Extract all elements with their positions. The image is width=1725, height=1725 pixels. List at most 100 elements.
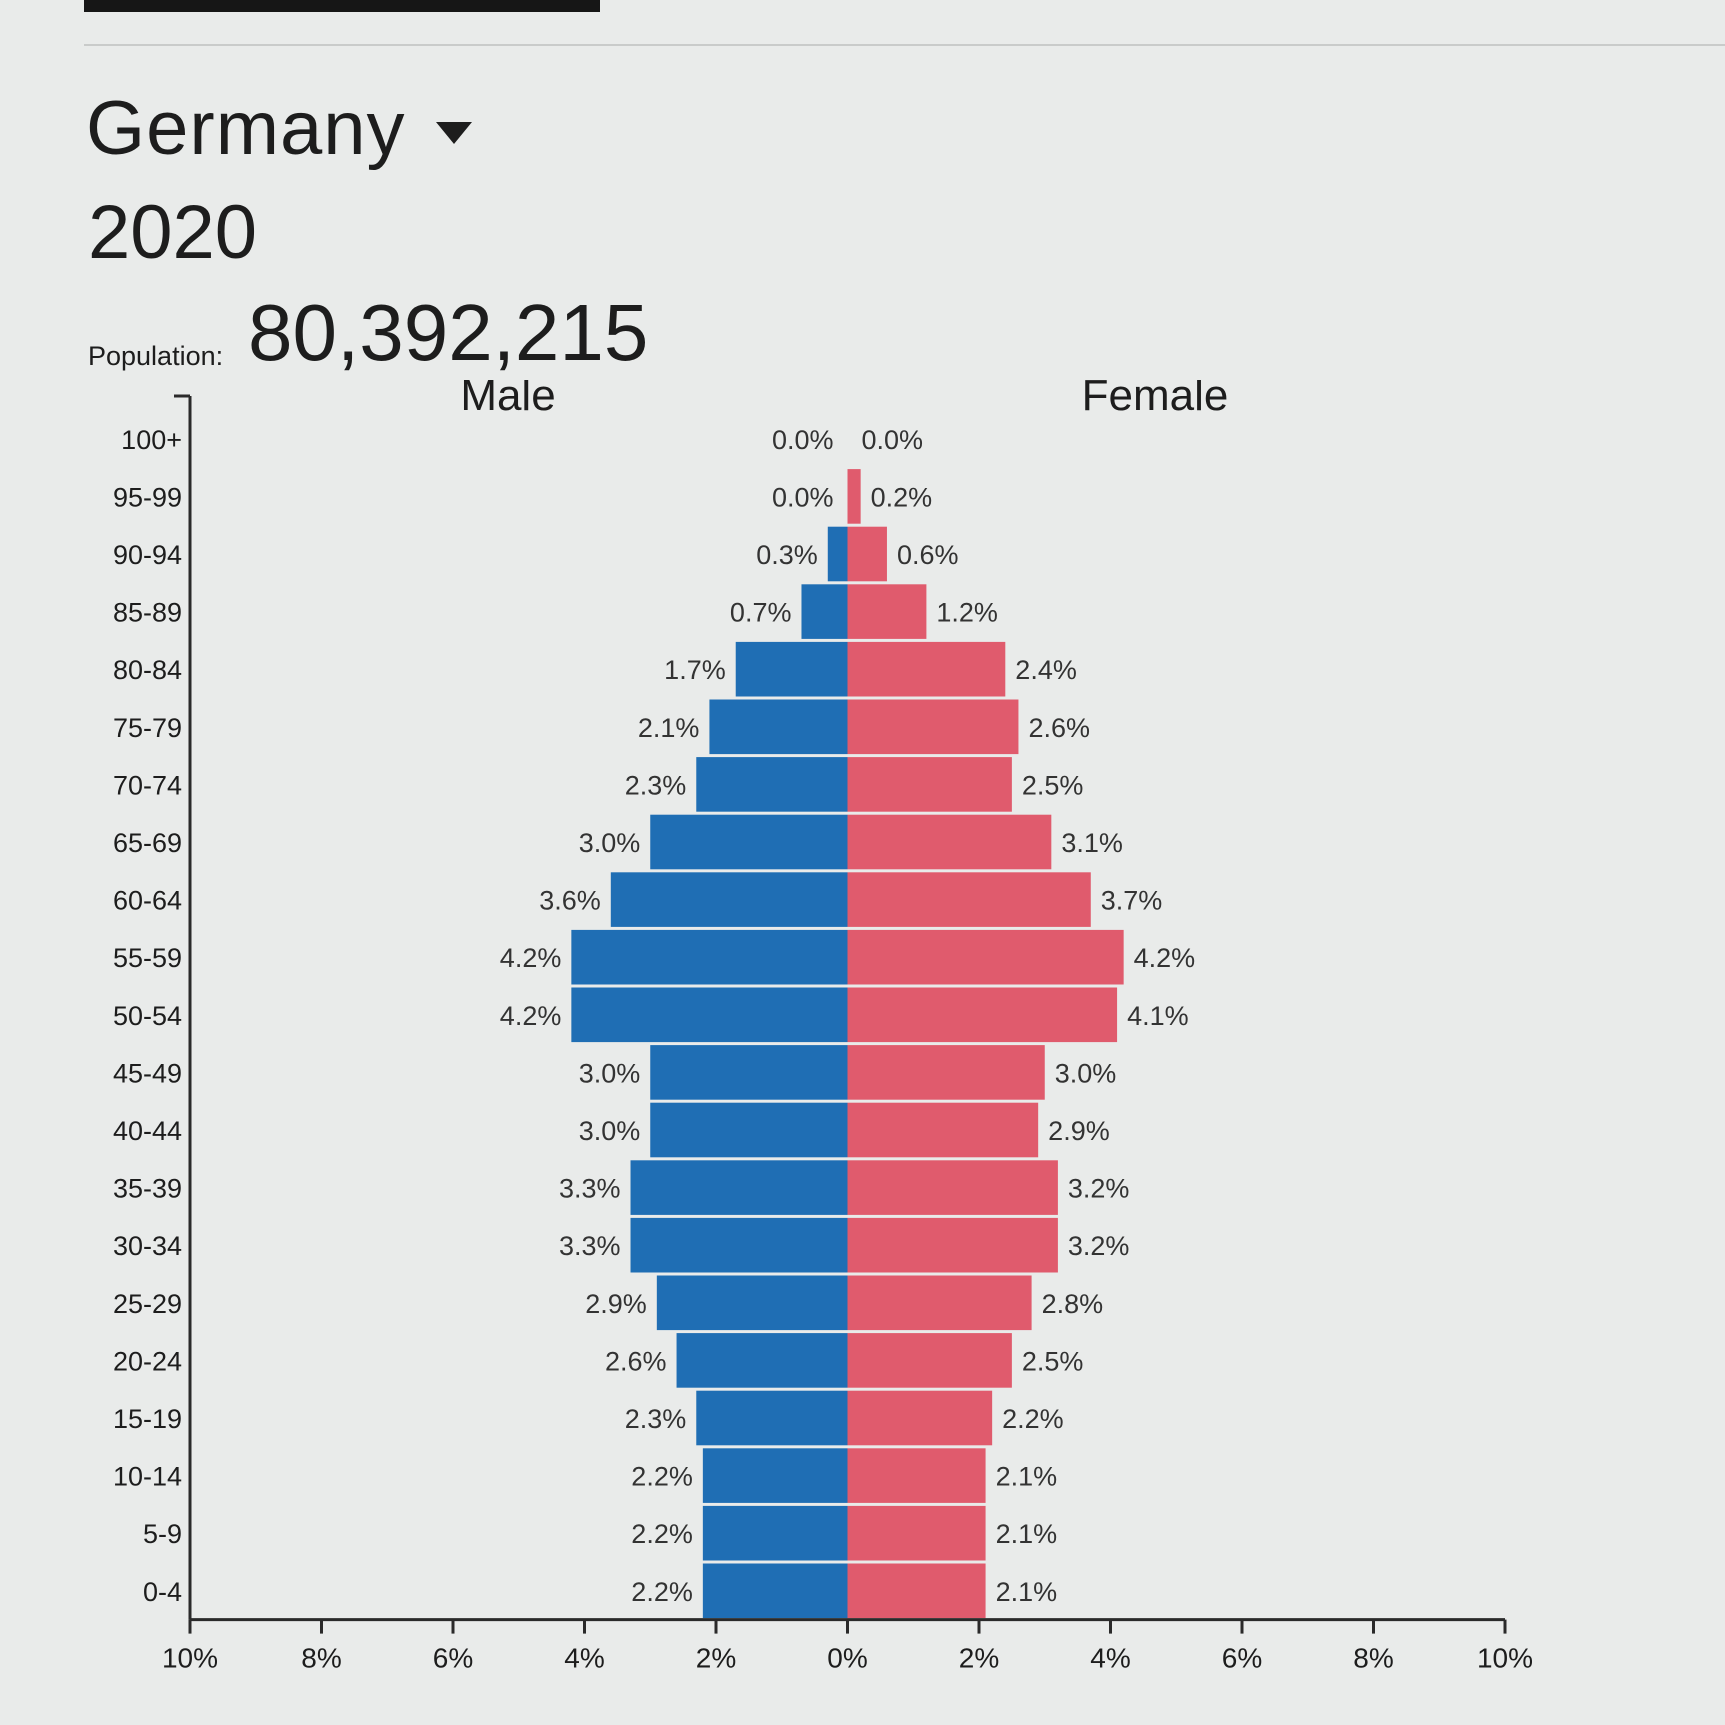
country-selector[interactable]: Germany <box>86 84 472 174</box>
age-group-label: 45-49 <box>113 1058 182 1088</box>
bar-male <box>650 814 848 870</box>
bar-label-female: 1.2% <box>936 598 998 628</box>
bar-label-female: 4.2% <box>1134 943 1196 973</box>
population-label: Population: <box>88 341 224 371</box>
age-group-label: 75-79 <box>113 713 182 743</box>
bar-female <box>847 1160 1058 1215</box>
bar-male <box>696 757 848 812</box>
age-group-label: 10-14 <box>113 1462 182 1492</box>
bar-label-male: 0.0% <box>772 425 834 455</box>
bar-label-male: 2.2% <box>631 1462 693 1492</box>
year-label: 2020 <box>88 190 258 275</box>
x-tick-label: 4% <box>564 1643 604 1674</box>
bar-female <box>847 1563 986 1619</box>
bar-label-male: 4.2% <box>500 1001 562 1031</box>
bar-male <box>696 1390 848 1446</box>
bar-label-female: 3.2% <box>1068 1174 1130 1204</box>
age-group-label: 80-84 <box>113 655 182 685</box>
x-tick-label: 6% <box>1222 1643 1262 1674</box>
country-name: Germany <box>86 86 406 171</box>
bar-label-female: 2.1% <box>996 1462 1058 1492</box>
x-tick-label: 2% <box>696 1643 736 1674</box>
x-tick-label: 6% <box>433 1643 473 1674</box>
x-tick-label: 8% <box>1353 1643 1393 1674</box>
bar-label-female: 2.4% <box>1015 655 1077 685</box>
bar-male <box>571 929 848 985</box>
bar-label-male: 4.2% <box>500 943 562 973</box>
x-tick-label: 4% <box>1090 1643 1130 1674</box>
bar-female <box>847 872 1091 927</box>
bar-male <box>702 1563 848 1619</box>
bar-label-female: 3.1% <box>1061 828 1123 858</box>
header-divider <box>84 44 1725 46</box>
bar-female <box>847 526 887 582</box>
bar-label-male: 3.0% <box>579 828 641 858</box>
age-group-label: 85-89 <box>113 598 182 628</box>
top-dark-bar <box>84 0 600 12</box>
bar-female <box>847 1217 1058 1273</box>
bar-female <box>847 469 861 524</box>
bar-label-female: 3.0% <box>1055 1058 1117 1088</box>
bar-female <box>847 757 1012 812</box>
x-tick-label: 8% <box>301 1643 341 1674</box>
bar-label-male: 3.0% <box>579 1116 641 1146</box>
age-group-label: 100+ <box>121 425 182 455</box>
bar-label-female: 2.1% <box>996 1577 1058 1607</box>
bar-female <box>847 584 927 639</box>
bar-label-male: 3.6% <box>539 886 601 916</box>
age-group-label: 20-24 <box>113 1346 182 1376</box>
bar-male <box>650 1102 848 1158</box>
population-pyramid-chart: Male Female 100+ 0.0% 0.0% 95-99 0.0% 0.2% 90-94… <box>113 380 1533 1674</box>
bar-male <box>702 1505 848 1561</box>
age-group-label: 55-59 <box>113 943 182 973</box>
bar-female <box>847 1390 993 1446</box>
age-group-label: 35-39 <box>113 1174 182 1204</box>
bar-male <box>735 641 848 697</box>
bar-male <box>630 1217 848 1273</box>
age-group-label: 70-74 <box>113 770 182 800</box>
bar-label-male: 2.6% <box>605 1346 667 1376</box>
bar-male <box>676 1333 848 1388</box>
bar-female <box>847 814 1052 870</box>
bar-female <box>847 1505 986 1561</box>
bar-female <box>847 1102 1039 1158</box>
x-tick-label: 10% <box>162 1643 218 1674</box>
x-tick-label: 2% <box>959 1643 999 1674</box>
bar-female <box>847 929 1124 985</box>
bar-label-male: 0.0% <box>772 482 834 512</box>
age-group-label: 5-9 <box>143 1519 182 1549</box>
bar-label-female: 2.8% <box>1042 1289 1104 1319</box>
bar-label-female: 0.2% <box>871 482 933 512</box>
age-group-label: 90-94 <box>113 540 182 570</box>
age-group-label: 15-19 <box>113 1404 182 1434</box>
caret-down-icon[interactable] <box>435 122 472 144</box>
bar-female <box>847 1448 986 1503</box>
bar-label-male: 3.3% <box>559 1174 621 1204</box>
age-group-label: 30-34 <box>113 1231 182 1261</box>
bar-male <box>610 872 848 927</box>
bar-label-male: 3.3% <box>559 1231 621 1261</box>
bar-label-female: 2.6% <box>1028 713 1090 743</box>
bar-label-male: 0.3% <box>756 540 818 570</box>
bar-label-male: 2.3% <box>625 770 687 800</box>
bar-label-male: 2.9% <box>585 1289 647 1319</box>
age-group-label: 95-99 <box>113 482 182 512</box>
age-group-label: 65-69 <box>113 828 182 858</box>
x-tick-label: 0% <box>827 1643 867 1674</box>
bar-male <box>801 584 848 639</box>
bar-label-male: 2.2% <box>631 1519 693 1549</box>
bar-female <box>847 1275 1032 1331</box>
bar-male <box>827 526 848 582</box>
bar-label-female: 2.2% <box>1002 1404 1064 1434</box>
bar-label-female: 3.7% <box>1101 886 1163 916</box>
bar-female <box>847 1333 1012 1388</box>
series-label-female: Female <box>1082 380 1229 420</box>
bar-label-female: 2.9% <box>1048 1116 1110 1146</box>
age-group-label: 50-54 <box>113 1001 182 1031</box>
bar-female <box>847 699 1019 755</box>
bar-male <box>571 987 848 1043</box>
bar-male <box>656 1275 848 1331</box>
series-label-male: Male <box>460 380 555 420</box>
bar-label-female: 2.5% <box>1022 1346 1084 1376</box>
bar-label-male: 2.1% <box>638 713 700 743</box>
